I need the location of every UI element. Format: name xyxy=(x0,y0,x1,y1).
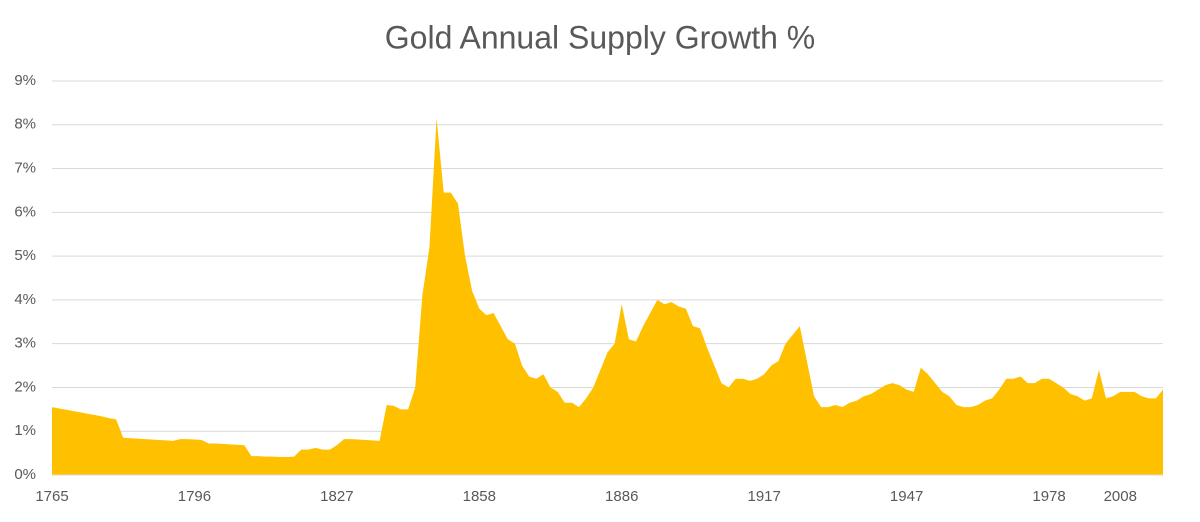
y-tick-label: 2% xyxy=(14,378,36,395)
y-tick-label: 4% xyxy=(14,291,36,308)
y-tick-label: 0% xyxy=(14,466,36,483)
chart-title: Gold Annual Supply Growth % xyxy=(385,19,815,55)
y-tick-label: 7% xyxy=(14,160,36,177)
x-tick-label: 1917 xyxy=(747,488,780,505)
x-tick-label: 1978 xyxy=(1032,488,1065,505)
y-tick-label: 1% xyxy=(14,422,36,439)
x-tick-label: 2008 xyxy=(1104,488,1137,505)
x-tick-label: 1858 xyxy=(463,488,496,505)
x-tick-label: 1796 xyxy=(178,488,211,505)
x-tick-label: 1765 xyxy=(35,488,68,505)
x-tick-label: 1886 xyxy=(605,488,638,505)
area xyxy=(52,118,1163,475)
y-tick-label: 5% xyxy=(14,247,36,264)
y-tick-label: 6% xyxy=(14,203,36,220)
x-tick-label: 1827 xyxy=(320,488,353,505)
x-tick-label: 1947 xyxy=(890,488,923,505)
y-tick-label: 9% xyxy=(14,72,36,89)
y-tick-label: 3% xyxy=(14,335,36,352)
y-tick-label: 8% xyxy=(14,116,36,133)
